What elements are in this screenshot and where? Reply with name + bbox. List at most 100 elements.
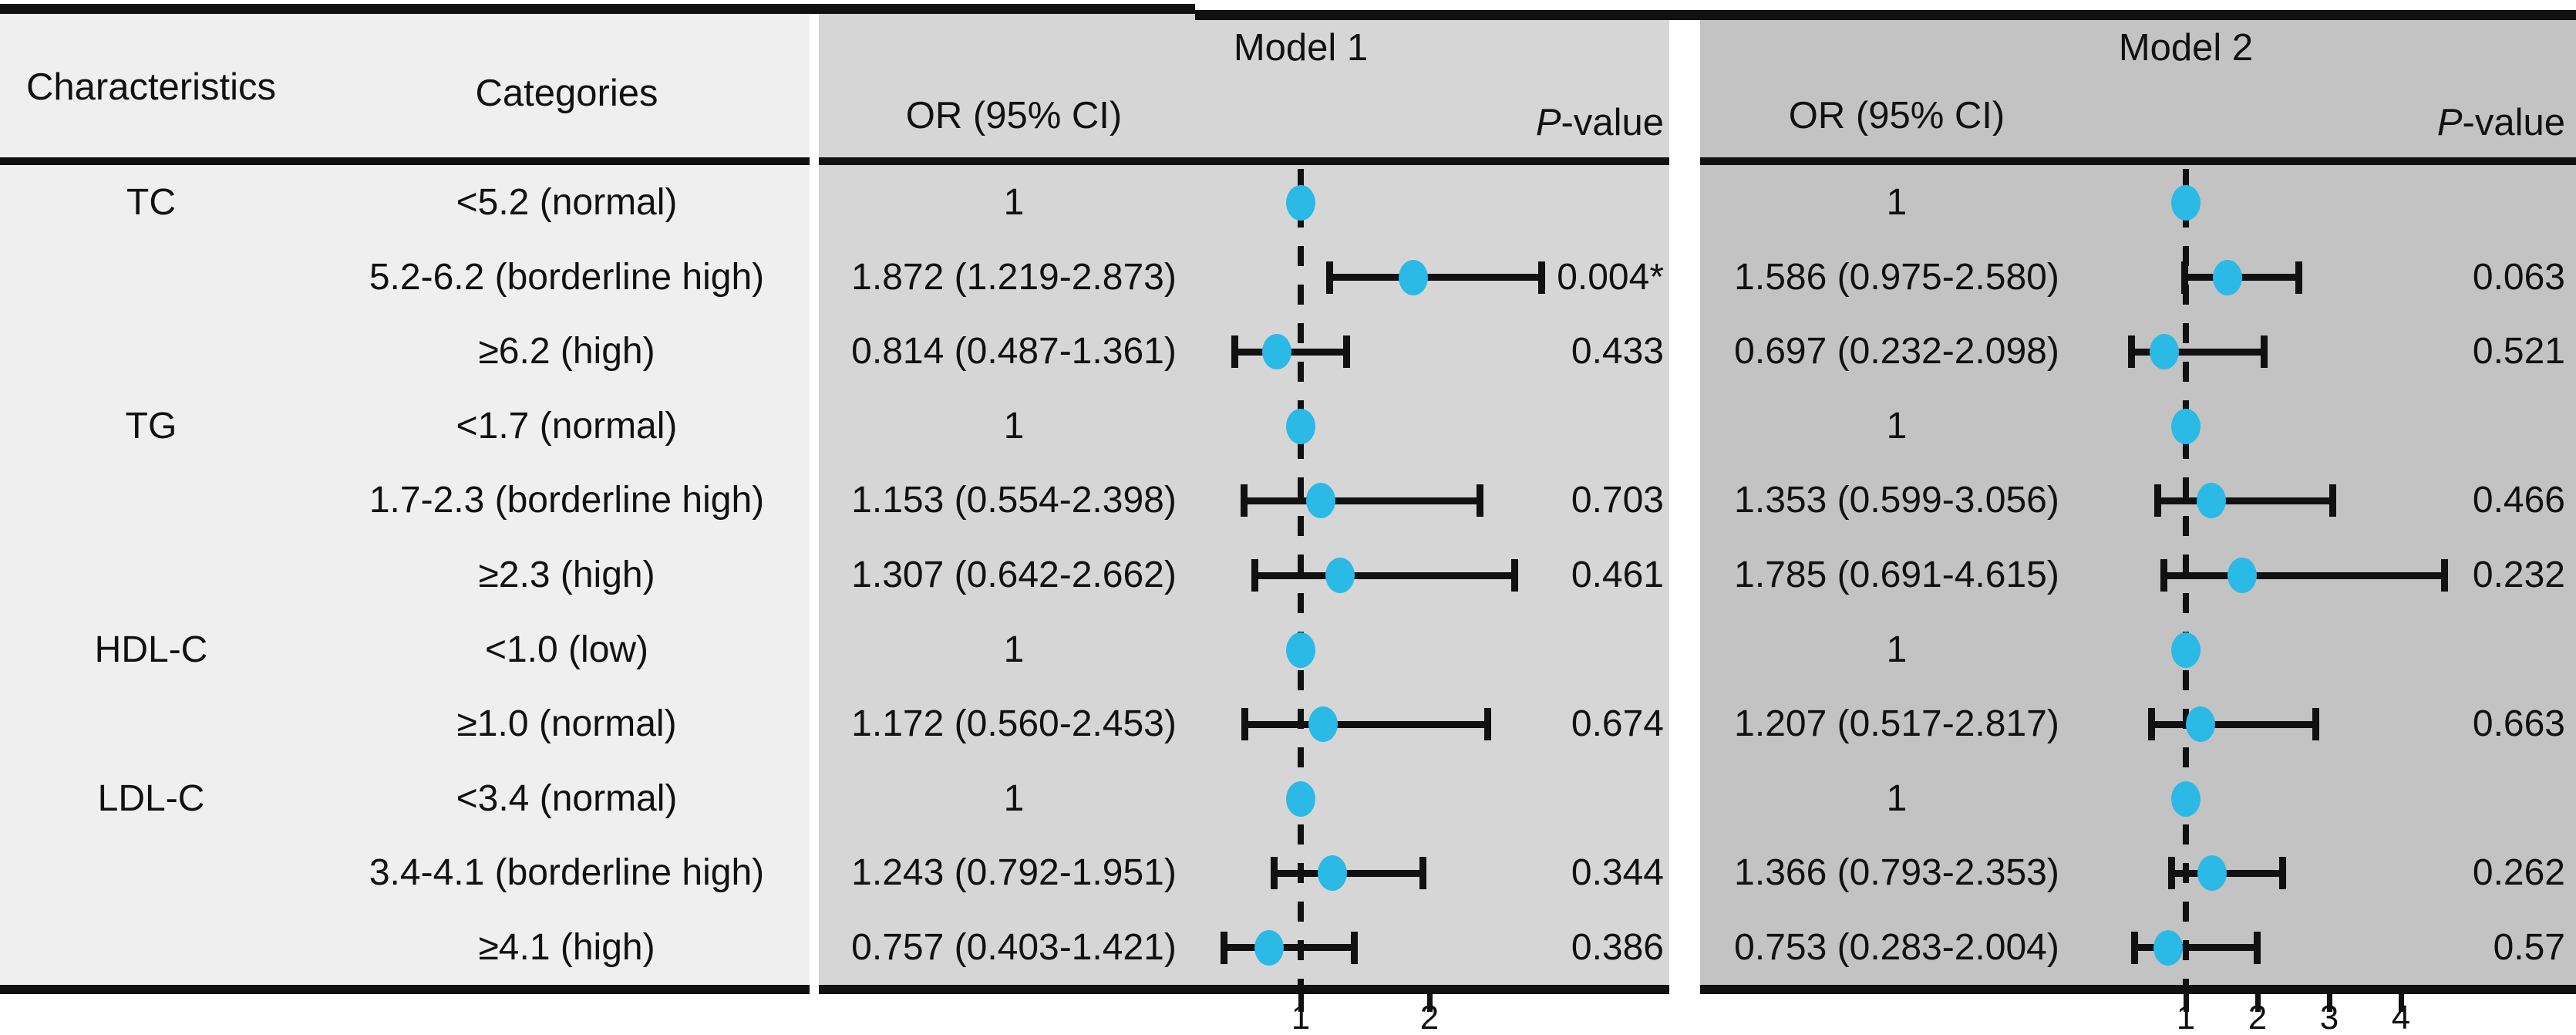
model1-header: Model 1: [1233, 27, 1369, 69]
forest-dot: [1286, 408, 1315, 444]
or-ci-value: 1.207 (0.517-2.817): [1734, 703, 2059, 745]
or-ci-value: 1: [1886, 777, 1908, 819]
characteristic-label: HDL-C: [94, 629, 208, 670]
top-border: [0, 4, 1195, 14]
forest-dot: [2171, 408, 2201, 444]
category-label: ≥6.2 (high): [478, 331, 655, 373]
category-label: 1.7-2.3 (borderline high): [369, 480, 765, 521]
category-label: ≥2.3 (high): [478, 555, 655, 595]
categories-header: Categories: [475, 72, 658, 114]
or-ci-header: OR (95% CI): [1788, 95, 2005, 137]
bottom-border: [819, 985, 1669, 994]
category-label: <1.7 (normal): [456, 405, 678, 447]
ci-cap-right: [2295, 261, 2302, 294]
p-value: 0.521: [2472, 331, 2565, 373]
ci-cap-right: [1510, 559, 1518, 592]
or-ci-value: 1: [1886, 182, 1908, 224]
ci-whisker: [2134, 944, 2258, 952]
forest-dot: [2227, 558, 2257, 593]
forest-dot: [1398, 259, 1428, 295]
or-ci-value: 1.586 (0.975-2.580): [1734, 256, 2059, 298]
p-value: 0.433: [1571, 331, 1664, 373]
or-ci-value: 1: [1886, 405, 1908, 447]
ci-whisker: [2130, 348, 2265, 356]
ci-cap-right: [2254, 931, 2261, 964]
forest-dot: [2171, 185, 2201, 221]
forest-dot: [2196, 483, 2226, 519]
or-ci-value: 0.753 (0.283-2.004): [1734, 926, 2059, 968]
axis-tick: [2184, 994, 2189, 1012]
forest-dot: [1254, 929, 1285, 966]
ci-whisker: [2164, 571, 2446, 579]
or-ci-value: 1.243 (0.792-1.951): [851, 852, 1177, 894]
axis-tick-label: 2: [1419, 999, 1440, 1035]
forest-dot: [2186, 706, 2216, 743]
ci-cap-right: [2278, 857, 2286, 890]
p-value-header-italic: P: [1535, 102, 1561, 143]
category-label: <5.2 (normal): [456, 182, 678, 224]
p-value-header-rest: -value: [1561, 102, 1664, 143]
ci-whisker: [1244, 720, 1488, 728]
p-value: 0.57: [2493, 926, 2565, 968]
or-ci-header: OR (95% CI): [905, 95, 1123, 137]
or-ci-value: 1: [1003, 629, 1025, 670]
ci-cap-right: [1343, 335, 1351, 369]
or-ci-value: 1: [1003, 405, 1025, 447]
p-value: 0.063: [2472, 256, 2565, 298]
or-ci-value: 0.814 (0.487-1.361): [851, 331, 1177, 373]
forest-dot: [1286, 185, 1315, 221]
top-border: [1195, 10, 2576, 20]
category-label: <1.0 (low): [484, 629, 649, 670]
ci-cap-left: [2180, 261, 2188, 294]
ci-cap-left: [2153, 484, 2161, 518]
ci-cap-left: [1251, 559, 1259, 592]
characteristic-label: TC: [126, 182, 176, 224]
ci-whisker: [2170, 869, 2283, 877]
forest-dot: [2197, 855, 2227, 892]
ci-whisker: [1243, 497, 1481, 504]
ci-cap-left: [1240, 484, 1248, 518]
p-value: 0.262: [2472, 852, 2565, 894]
or-ci-value: 1: [1886, 629, 1908, 670]
left-section-background: [0, 14, 810, 994]
axis-tick-label: 2: [2248, 999, 2268, 1035]
header-separator: [819, 157, 1669, 165]
forest-dot: [2153, 929, 2184, 966]
forest-dot: [1325, 558, 1355, 593]
ci-whisker: [1328, 274, 1542, 282]
ci-cap-right: [1537, 261, 1545, 294]
ci-cap-left: [2148, 708, 2156, 741]
forest-dot: [1286, 632, 1315, 668]
ci-whisker: [1274, 869, 1423, 877]
model2-header: Model 2: [2118, 27, 2254, 69]
category-label: 3.4-4.1 (borderline high): [369, 852, 765, 894]
p-value: 0.663: [2472, 703, 2565, 745]
forest-dot: [1308, 706, 1338, 743]
p-value: 0.674: [1571, 703, 1664, 745]
forest-dot: [1261, 334, 1291, 370]
or-ci-value: 0.697 (0.232-2.098): [1734, 331, 2059, 373]
ci-cap-right: [2441, 559, 2449, 592]
category-label: ≥1.0 (normal): [456, 703, 677, 745]
p-value-header-rest: -value: [2462, 102, 2565, 143]
ci-cap-right: [1483, 708, 1491, 741]
p-value: 0.703: [1571, 480, 1664, 521]
p-value-header: P-value: [1536, 100, 1664, 145]
or-ci-value: 1.872 (1.219-2.873): [851, 256, 1177, 298]
or-ci-value: 1.307 (0.642-2.662): [851, 555, 1177, 595]
ci-cap-right: [2261, 335, 2268, 369]
ci-cap-right: [1351, 931, 1359, 964]
ci-cap-right: [2312, 708, 2319, 741]
p-value: 0.386: [1571, 926, 1664, 968]
p-value: 0.461: [1571, 555, 1664, 595]
axis-tick-label: 4: [2391, 999, 2411, 1035]
forest-dot: [2171, 632, 2201, 668]
characteristics-header: Characteristics: [25, 66, 277, 108]
category-label: <3.4 (normal): [456, 777, 678, 819]
ci-cap-left: [2127, 335, 2135, 369]
or-ci-value: 1.366 (0.793-2.353): [1734, 852, 2059, 894]
forest-dot: [1305, 483, 1335, 519]
ci-cap-left: [1271, 857, 1278, 890]
forest-dot: [2213, 259, 2243, 295]
p-value: 0.466: [2472, 480, 2565, 521]
